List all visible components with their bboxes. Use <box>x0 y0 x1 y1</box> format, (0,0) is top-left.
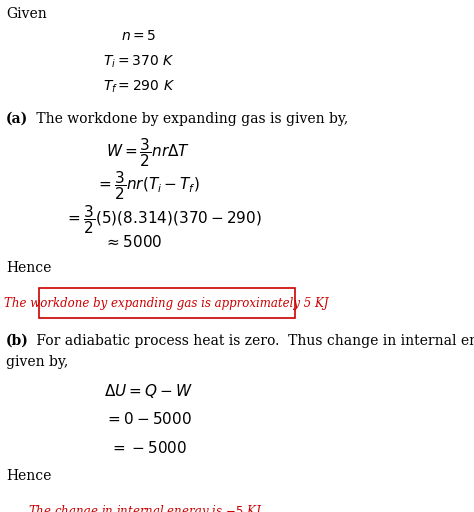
Text: Given: Given <box>6 7 47 20</box>
Text: The change in internal energy is $-5$ KJ: The change in internal energy is $-5$ KJ <box>28 503 262 512</box>
Text: $n = 5$: $n = 5$ <box>121 29 156 43</box>
Text: $T_i = 370\ K$: $T_i = 370\ K$ <box>103 54 175 70</box>
Text: $= \dfrac{3}{2}nr(T_i - T_f)$: $= \dfrac{3}{2}nr(T_i - T_f)$ <box>96 169 200 202</box>
Text: $= -5000$: $= -5000$ <box>109 440 187 456</box>
FancyBboxPatch shape <box>38 288 295 318</box>
Text: $\approx 5000$: $\approx 5000$ <box>103 234 162 250</box>
Text: $= 0 - 5000$: $= 0 - 5000$ <box>105 411 191 427</box>
Text: given by,: given by, <box>6 355 68 369</box>
Text: $T_f = 290\ K$: $T_f = 290\ K$ <box>103 78 175 95</box>
Text: (a): (a) <box>6 112 28 125</box>
Text: Hence: Hence <box>6 261 52 275</box>
Text: The workdone by expanding gas is approximately 5 KJ: The workdone by expanding gas is approxi… <box>4 296 329 310</box>
Text: (b): (b) <box>6 334 29 348</box>
Text: The workdone by expanding gas is given by,: The workdone by expanding gas is given b… <box>32 112 349 125</box>
Text: Hence: Hence <box>6 469 52 483</box>
Text: $= \dfrac{3}{2}(5)(8.314)(370 - 290)$: $= \dfrac{3}{2}(5)(8.314)(370 - 290)$ <box>65 203 262 236</box>
Text: For adiabatic process heat is zero.  Thus change in internal energy is: For adiabatic process heat is zero. Thus… <box>32 334 474 348</box>
FancyBboxPatch shape <box>38 496 252 512</box>
Text: $W = \dfrac{3}{2}nr\Delta T$: $W = \dfrac{3}{2}nr\Delta T$ <box>106 136 190 169</box>
Text: $\Delta U = Q - W$: $\Delta U = Q - W$ <box>104 382 192 400</box>
